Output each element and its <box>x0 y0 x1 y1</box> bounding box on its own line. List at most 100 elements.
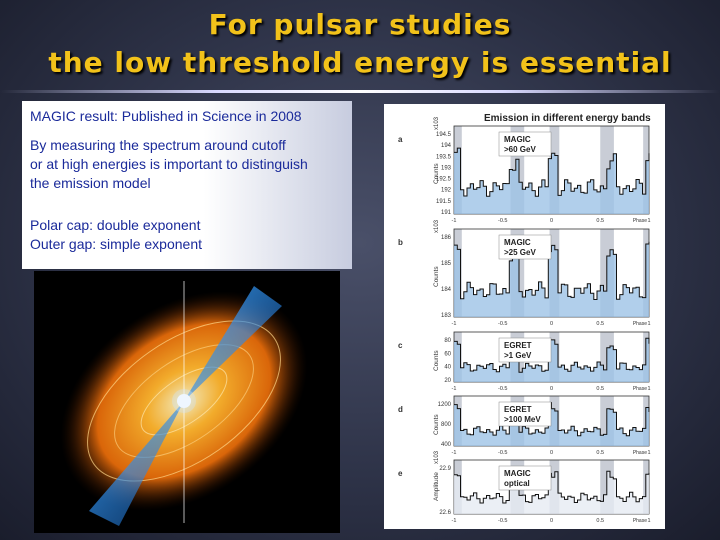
y-tick-label: 194 <box>441 143 452 149</box>
y-tick-label: 22.9 <box>439 466 451 472</box>
light-curve <box>454 337 650 373</box>
polar-cap-line: Polar cap: double exponent <box>30 217 201 233</box>
light-curve-fill <box>454 148 649 214</box>
light-curve <box>454 402 650 437</box>
x-tick-label: 1 <box>647 218 650 224</box>
upper-beam <box>184 286 282 401</box>
x-axis-label: Phase <box>633 518 647 524</box>
cap-text: Polar cap: double exponent Outer gap: si… <box>30 216 350 254</box>
title-divider <box>0 90 720 93</box>
panel-label-line2: >60 GeV <box>504 145 536 154</box>
panel-a: MAGIC>60 GeV a Counts x103 194.5 194 193.5 193 1… <box>398 116 651 224</box>
y-exponent: x103 <box>434 219 440 233</box>
x-tick-label: 1 <box>647 321 650 327</box>
measure-text: By measuring the spectrum around cutoff … <box>30 136 350 193</box>
x-tick-label: 1 <box>647 518 650 524</box>
y-tick-label: 191.5 <box>436 199 452 205</box>
y-tick-label: 80 <box>444 338 451 344</box>
panel-label-line1: EGRET <box>504 405 532 414</box>
x-tick-label: -0.5 <box>498 321 507 327</box>
panel-legend-box <box>498 131 552 157</box>
x-axis-label: Phase <box>633 218 647 224</box>
y-tick-label: 192 <box>441 188 452 194</box>
y-tick-label: 20 <box>444 378 451 384</box>
y-exponent: x103 <box>434 450 440 464</box>
slide-title: For pulsar studies the low threshold ene… <box>0 6 720 82</box>
measure-line: or at high energies is important to dist… <box>30 156 308 172</box>
text-box: MAGIC result: Published in Science in 20… <box>22 101 352 269</box>
x-tick-label: 0.5 <box>596 321 604 327</box>
title-line-2: the low threshold energy is essential <box>48 46 672 79</box>
y-tick-label: 186 <box>441 235 452 241</box>
panel-label-line2: optical <box>504 479 530 488</box>
x-tick-label: 0 <box>550 321 553 327</box>
x-tick-label: -0.5 <box>498 518 507 524</box>
x-tick-label: -1 <box>452 321 457 327</box>
x-tick-label: -1 <box>452 386 457 392</box>
panel-label-line2: >100 MeV <box>504 415 541 424</box>
x-tick-label: -1 <box>452 518 457 524</box>
y-tick-label: 191 <box>441 210 452 216</box>
x-tick-label: 0 <box>550 218 553 224</box>
title-line-1: For pulsar studies <box>208 8 512 41</box>
panel-legend-box <box>498 401 552 427</box>
light-curve <box>454 241 650 300</box>
x-tick-label: 1 <box>647 450 650 456</box>
figure-svg: Emission in different energy bands MAGIC… <box>398 113 651 524</box>
panel-legend-box <box>498 337 552 363</box>
x-tick-label: -0.5 <box>498 218 507 224</box>
x-tick-label: 0.5 <box>596 218 604 224</box>
panel-letter: c <box>398 341 403 350</box>
outer-gap-line: Outer gap: simple exponent <box>30 236 202 252</box>
energy-bands-figure: Emission in different energy bands MAGIC… <box>384 104 665 529</box>
panel-label-line1: MAGIC <box>504 469 531 478</box>
x-axis-label: Phase <box>633 386 647 392</box>
y-axis-label: Counts <box>433 266 440 287</box>
x-tick-label: 0 <box>550 386 553 392</box>
panel-legend-box <box>498 465 552 491</box>
y-tick-label: 193.5 <box>436 154 452 160</box>
measure-line: the emission model <box>30 175 151 191</box>
panel-label-line1: EGRET <box>504 341 532 350</box>
y-tick-label: 183 <box>441 313 452 319</box>
light-curve-fill <box>454 338 649 382</box>
y-tick-label: 184 <box>441 287 452 293</box>
panel-label-line2: >1 GeV <box>504 351 532 360</box>
x-tick-label: 0.5 <box>596 518 604 524</box>
panel-letter: d <box>398 405 403 414</box>
y-tick-label: 400 <box>441 442 452 448</box>
y-axis-label: Counts <box>433 414 440 435</box>
neutron-star <box>177 394 191 408</box>
y-tick-label: 194.5 <box>436 132 452 138</box>
y-exponent: x103 <box>434 116 440 130</box>
x-tick-label: 1 <box>647 386 650 392</box>
x-tick-label: 0.5 <box>596 450 604 456</box>
y-tick-label: 40 <box>444 365 451 371</box>
figure-title: Emission in different energy bands <box>484 113 651 124</box>
light-curve <box>454 470 650 504</box>
x-tick-label: 0 <box>550 518 553 524</box>
panel-legend-box <box>498 234 552 260</box>
y-axis-label: Amplitude <box>433 472 440 501</box>
y-axis-label: Counts <box>433 350 440 371</box>
panel-letter: e <box>398 469 403 478</box>
panel-label-line1: MAGIC <box>504 135 531 144</box>
panel-c: EGRET>1 GeV c Counts 80 60 40 20-1 -0.5 0 0.5 1Pha… <box>398 331 651 392</box>
panel-label-line1: MAGIC <box>504 238 531 247</box>
x-axis-label: Phase <box>633 450 647 456</box>
light-curve-fill <box>454 241 649 317</box>
x-tick-label: -0.5 <box>498 386 507 392</box>
pulsar-illustration <box>34 271 340 533</box>
x-tick-label: -0.5 <box>498 450 507 456</box>
light-curve <box>454 147 650 197</box>
panel-letter: a <box>398 135 403 144</box>
y-tick-label: 185 <box>441 261 452 267</box>
lower-beam <box>89 401 184 526</box>
x-tick-label: -1 <box>452 218 457 224</box>
y-tick-label: 193 <box>441 165 452 171</box>
x-tick-label: 0 <box>550 450 553 456</box>
y-tick-label: 800 <box>441 422 452 428</box>
panel-letter: b <box>398 238 403 247</box>
y-tick-label: 192.5 <box>436 177 452 183</box>
